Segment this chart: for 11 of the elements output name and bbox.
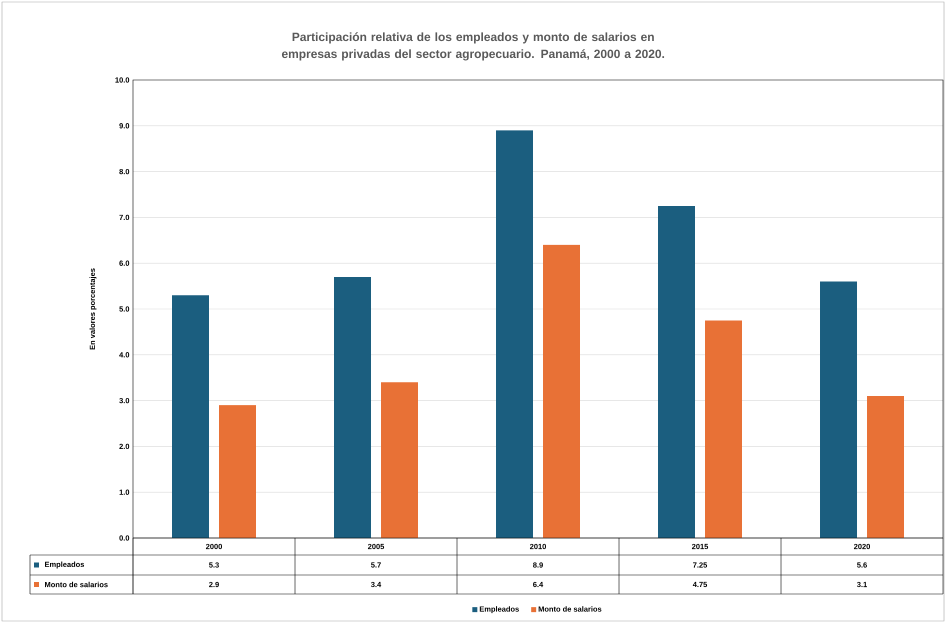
bar [867,396,904,538]
bar [334,276,372,538]
bar [705,320,742,538]
bar [543,244,580,538]
bar [820,282,858,538]
bar [496,130,534,538]
bar [381,382,418,538]
bar [219,405,256,538]
bar [172,295,209,538]
chart-title: Participación relativa de los empleados y monto de salarios en empresas privadas del sector agropecuario. Panamá, 2000 a 2020. [282,32,664,60]
bar [658,206,696,538]
